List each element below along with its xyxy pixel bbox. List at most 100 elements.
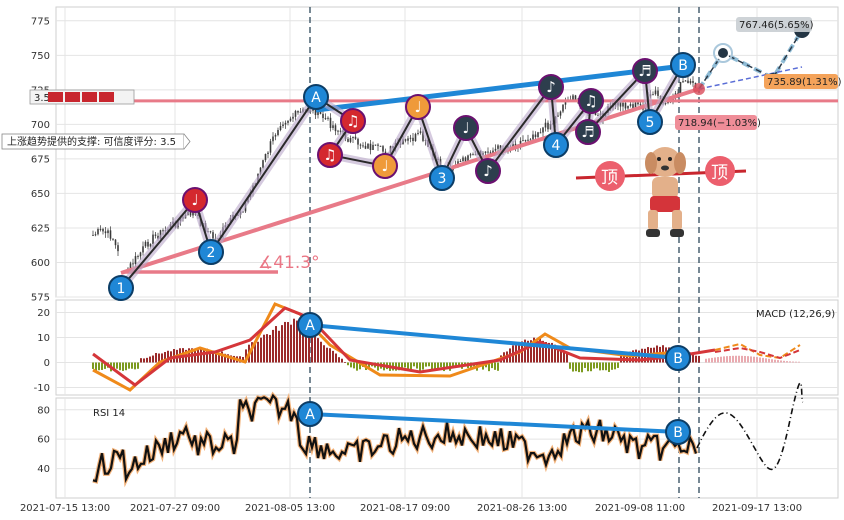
x-tick-label: 2021-09-17 13:00 — [712, 503, 802, 514]
candle-body — [287, 120, 289, 123]
wave-path — [120, 64, 684, 289]
macd-histogram-bar — [425, 362, 427, 367]
candle-body — [382, 146, 384, 152]
wave-badge — [538, 74, 564, 100]
macd-histogram-bar — [494, 362, 496, 370]
candle-body — [109, 230, 112, 239]
macd-histogram-bar — [302, 325, 304, 363]
candle-body — [329, 117, 332, 128]
wave-badge — [198, 239, 224, 265]
candle-body — [619, 101, 622, 107]
macd-histogram-bar — [533, 337, 535, 363]
macd-histogram-bar — [548, 342, 550, 363]
macd-histogram-bar — [287, 322, 289, 363]
macd-histogram-bar — [125, 362, 127, 371]
wave-badge — [632, 58, 658, 84]
candle-body — [267, 152, 269, 155]
wave-markers: 1 2 A 3 4 5 B A B A B ♩ ♫ ♫ ♩ ♩ ♩ ♪ ♪ ♫ ♬ ♬ — [108, 52, 696, 445]
macd-histogram-bar — [131, 362, 133, 369]
macd-histogram-bar — [305, 329, 307, 363]
wave-badge-label: A — [305, 318, 315, 334]
macd-projection-bar — [798, 361, 800, 363]
candle-body — [292, 116, 294, 119]
projection-path-inner — [698, 29, 803, 90]
wave-badge-label: ♪ — [546, 78, 556, 96]
macd-histogram-bar — [578, 362, 580, 373]
wave-badge-label: 3 — [438, 171, 447, 187]
macd-histogram-bar — [566, 353, 568, 363]
macd-projection-bar — [708, 358, 710, 363]
macd-projection-bar — [765, 358, 767, 363]
macd-histogram-bar — [527, 340, 529, 363]
wave-badge — [372, 153, 398, 179]
candle-body — [412, 137, 414, 142]
macd-histogram-bar — [614, 362, 616, 370]
candle-body — [149, 243, 152, 247]
wave-badge-label: 1 — [117, 281, 126, 297]
wave-badge-label: 5 — [646, 115, 655, 131]
candle-body — [274, 135, 277, 137]
macd-histogram-bar — [407, 362, 409, 369]
candle-body — [629, 104, 632, 106]
macd-histogram-bar — [695, 355, 697, 363]
macd-projection-bar — [741, 355, 743, 363]
wave-badge — [670, 52, 696, 78]
candle-body — [522, 140, 524, 142]
candle-body — [192, 211, 194, 216]
macd-histogram-bar — [215, 351, 217, 363]
projection-node-core — [718, 48, 728, 58]
macd-histogram-bar — [323, 345, 325, 363]
candle-body — [112, 238, 114, 240]
candle-body — [354, 136, 357, 139]
candle-body — [322, 113, 324, 119]
wave-badge-label: ♩ — [414, 98, 421, 116]
candle-body — [532, 134, 534, 140]
macd-histogram-bar — [278, 330, 280, 363]
macd-histogram-bar — [269, 334, 271, 363]
macd-histogram-bar — [344, 362, 346, 363]
wave-badge — [108, 275, 134, 301]
macd-histogram-bar — [167, 350, 169, 363]
macd-histogram-bar — [551, 342, 553, 363]
macd-histogram-bar — [119, 362, 121, 371]
macd-projection-bar — [792, 361, 794, 363]
candle-body — [524, 140, 527, 142]
macd-histogram-bar — [257, 341, 259, 363]
candle-body — [297, 110, 299, 113]
candle-body — [652, 94, 654, 96]
candle-body — [117, 245, 119, 252]
candle-body — [159, 230, 162, 239]
price-y-tick: 600 — [31, 258, 50, 269]
macd-histogram-bar — [539, 338, 541, 363]
macd-histogram-bar — [401, 362, 403, 371]
macd-histogram-bar — [314, 335, 316, 363]
price-y-tick: 750 — [31, 51, 50, 62]
candle-body — [624, 102, 627, 109]
macd-projection-bar — [759, 357, 761, 363]
grid — [56, 7, 838, 498]
rsi-panel-frame — [55, 397, 839, 499]
target-mid-label: 735.89(1.31%) — [764, 74, 842, 89]
candle-body — [97, 229, 99, 235]
candle-body — [264, 154, 267, 161]
candle-body — [462, 157, 464, 162]
macd-projection-bar — [726, 356, 728, 363]
candle-body — [677, 92, 679, 94]
macd-histogram-bar — [497, 362, 499, 371]
candle-body — [104, 231, 107, 234]
macd-histogram-bar — [560, 349, 562, 363]
candle-body — [409, 137, 412, 139]
candle-body — [327, 117, 329, 119]
x-tick-label: 2021-08-17 09:00 — [360, 503, 450, 514]
rsi-line — [92, 393, 698, 484]
macd-histogram-bar — [452, 362, 454, 367]
support-label-box: 上涨趋势提供的支撑: 可信度评分: 3.5 — [1, 133, 191, 150]
macd-histogram-bar — [443, 362, 445, 372]
wave-badge-label: A — [311, 90, 321, 106]
wave-badge-label: ♫ — [323, 146, 336, 164]
wave-badge-label: ♩ — [462, 119, 469, 137]
macd-histogram-bar — [299, 324, 301, 363]
macd-histogram-bar — [326, 347, 328, 363]
candle-body — [689, 81, 692, 84]
